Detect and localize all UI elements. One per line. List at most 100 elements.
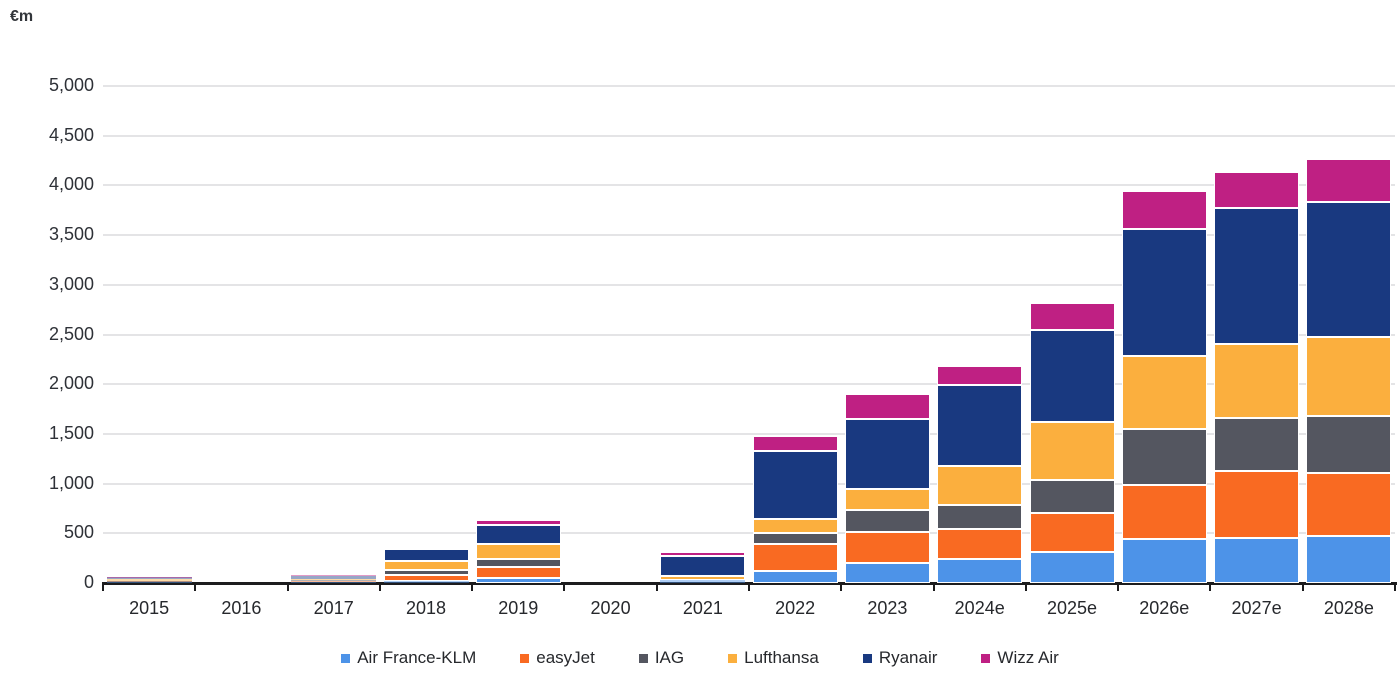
- segment-2027e-ryanair: [1214, 208, 1300, 345]
- segment-2019-lufthansa: [475, 544, 561, 559]
- y-axis-unit-label: €m: [10, 8, 34, 25]
- x-axis-tickmark: [1394, 582, 1396, 591]
- segment-2026e-easyjet: [1121, 484, 1207, 540]
- x-axis-tickmark: [1301, 582, 1304, 591]
- segment-2019-iag: [475, 558, 561, 567]
- segment-2019-ryanair: [475, 524, 561, 545]
- segment-2015-ryanair: [106, 577, 192, 580]
- x-axis-label-2024e: 2024e: [954, 598, 1005, 618]
- segment-2022-lufthansa: [752, 519, 838, 533]
- segment-2026e-iag: [1121, 428, 1207, 485]
- segment-2025e-iag: [1029, 479, 1115, 514]
- segment-2024e-wizz-air: [937, 365, 1023, 385]
- segment-2024e-ryanair: [937, 384, 1023, 466]
- segment-2025e-wizz-air: [1029, 302, 1115, 330]
- x-axis-tickmark: [1024, 582, 1027, 591]
- gridline: [103, 432, 1395, 435]
- x-axis-tickmark: [748, 582, 750, 591]
- segment-2028e-iag: [1306, 415, 1392, 473]
- legend-marker-icon: [981, 653, 991, 663]
- segment-2023-easyjet: [844, 532, 930, 564]
- segment-2015-lufthansa: [106, 579, 192, 581]
- y-axis-tick-label: 4,500: [48, 124, 94, 145]
- y-axis-tick-label: 1,500: [48, 422, 94, 443]
- bar-2021: [660, 551, 746, 583]
- segment-2021-lufthansa: [660, 575, 746, 581]
- segment-2025e-air-france-klm: [1029, 552, 1115, 583]
- gridline: [103, 283, 1395, 286]
- gridline: [103, 234, 1395, 237]
- bar-2024e: [937, 365, 1023, 583]
- legend-label: Wizz Air: [997, 648, 1059, 667]
- legend-item-wizz-air: Wizz Air: [981, 648, 1059, 668]
- x-axis-tickmark: [102, 582, 104, 591]
- segment-2019-wizz-air: [475, 520, 561, 525]
- x-axis-tickmark: [840, 582, 843, 591]
- x-axis-label-2017: 2017: [313, 598, 354, 618]
- gridline: [103, 333, 1395, 336]
- segment-2018-iag: [383, 569, 469, 575]
- y-axis-tick-label: 2,000: [48, 373, 94, 394]
- x-axis-tickmark: [932, 582, 935, 591]
- segment-2026e-ryanair: [1121, 229, 1207, 357]
- segment-2022-wizz-air: [752, 436, 838, 452]
- bar-2022: [752, 436, 838, 583]
- gridline: [103, 134, 1395, 137]
- legend-label: IAG: [654, 648, 685, 667]
- legend-marker-icon: [862, 653, 872, 663]
- segment-2024e-easyjet: [937, 529, 1023, 560]
- segment-2024e-lufthansa: [937, 465, 1023, 505]
- legend-item-iag: IAG: [638, 648, 685, 668]
- bar-2025e: [1029, 302, 1115, 583]
- x-axis-label-2022: 2022: [775, 598, 816, 618]
- gridline: [103, 532, 1395, 535]
- segment-2027e-air-france-klm: [1214, 538, 1300, 583]
- segment-2023-lufthansa: [844, 489, 930, 511]
- legend-marker-icon: [341, 653, 351, 663]
- y-axis-tick-label: 3,500: [48, 224, 94, 245]
- segment-2019-air-france-klm: [475, 578, 561, 583]
- x-axis-label-2026e: 2026e: [1139, 598, 1190, 618]
- segment-2017-iag: [291, 580, 377, 582]
- segment-2026e-wizz-air: [1121, 191, 1207, 230]
- bar-2027e: [1214, 171, 1300, 583]
- x-axis-label-2025e: 2025e: [1046, 598, 1098, 618]
- bar-2018: [383, 549, 469, 583]
- segment-2027e-lufthansa: [1214, 344, 1300, 419]
- segment-2022-ryanair: [752, 451, 838, 520]
- x-axis-tickmark: [1209, 582, 1212, 591]
- segment-2027e-easyjet: [1214, 470, 1300, 539]
- x-axis-label-2020: 2020: [590, 598, 631, 618]
- segment-2017-ryanair: [291, 576, 377, 579]
- y-axis-tick-label: 500: [63, 522, 94, 543]
- segment-2021-wizz-air: [660, 551, 746, 556]
- legend: Air France-KLM easyJet IAG Lufthansa Ryanair…: [0, 648, 1400, 668]
- segment-2028e-wizz-air: [1306, 159, 1392, 202]
- x-axis-tickmark: [563, 582, 566, 591]
- segment-2015-easyjet: [106, 581, 192, 583]
- segment-2017-wizz-air: [291, 575, 377, 577]
- x-axis-tickmark: [655, 582, 658, 591]
- legend-marker-icon: [638, 653, 648, 663]
- x-axis-label-2028e: 2028e: [1323, 598, 1374, 618]
- segment-2018-ryanair: [383, 549, 469, 561]
- x-axis-tickmark: [194, 582, 197, 591]
- bar-2015: [106, 576, 192, 583]
- segment-2026e-lufthansa: [1121, 356, 1207, 429]
- y-axis-tick-label: 1,000: [48, 472, 94, 493]
- segment-2027e-wizz-air: [1214, 171, 1300, 209]
- y-axis-tick-label: 5,000: [48, 75, 94, 95]
- segment-2015-air-france-klm: [106, 582, 192, 583]
- bar-2028e: [1306, 159, 1392, 583]
- segment-2023-wizz-air: [844, 393, 930, 419]
- x-axis-label-2021: 2021: [682, 598, 723, 618]
- segment-2025e-ryanair: [1029, 329, 1115, 422]
- gridline: [103, 383, 1395, 386]
- x-axis-tickmark: [471, 582, 474, 591]
- segment-2018-easyjet: [383, 574, 469, 581]
- segment-2028e-lufthansa: [1306, 337, 1392, 416]
- legend-item-easyjet: easyJet: [520, 648, 595, 668]
- segment-2019-easyjet: [475, 566, 561, 579]
- segment-2028e-ryanair: [1306, 201, 1392, 338]
- x-axis-tickmark: [378, 582, 381, 591]
